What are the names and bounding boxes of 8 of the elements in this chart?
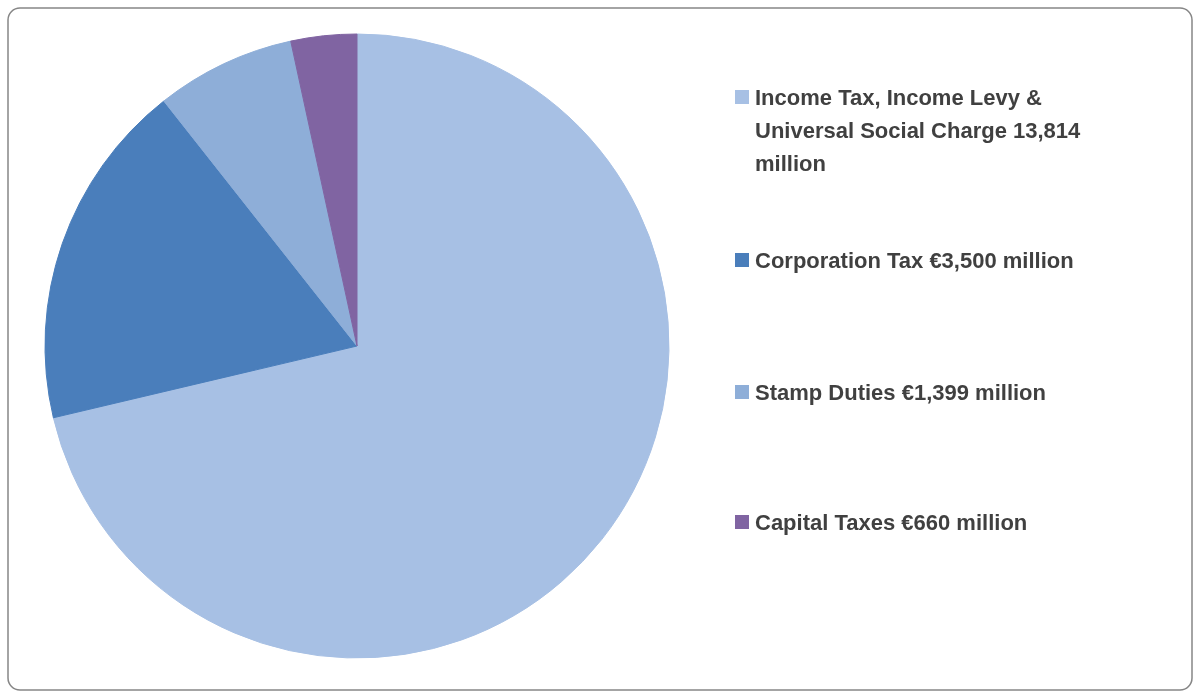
legend-label: Corporation Tax €3,500 million	[755, 248, 1074, 273]
pie-slice	[52, 33, 670, 658]
legend-label: Capital Taxes €660 million	[755, 510, 1028, 535]
legend-label: Stamp Duties €1,399 million	[755, 380, 1046, 405]
pie-slice	[44, 100, 358, 419]
pie-slice	[290, 33, 358, 347]
legend-label: Income Tax, Income Levy & Universal Social Charge 13,814 million	[755, 85, 1082, 176]
pie-slice	[163, 40, 358, 347]
